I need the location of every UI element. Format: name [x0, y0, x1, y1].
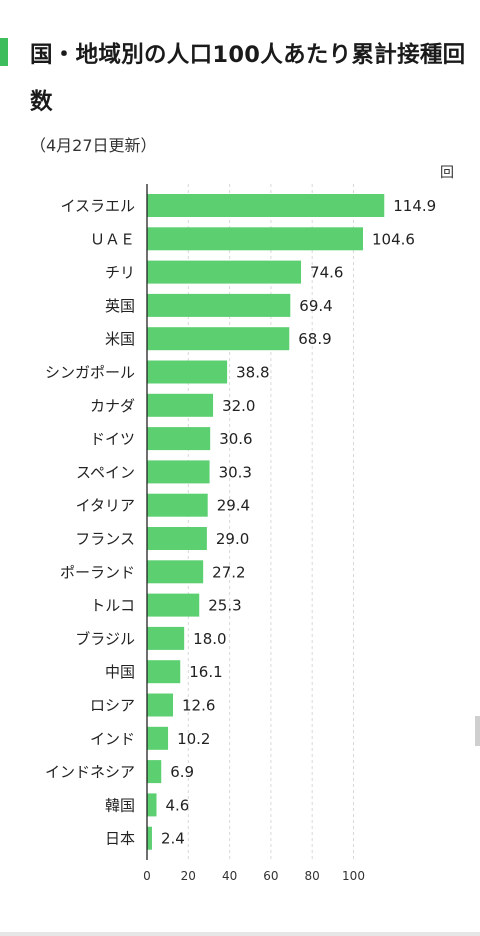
value-label: 10.2 [177, 730, 210, 748]
category-label: インド [90, 730, 135, 748]
category-label: チリ [105, 264, 135, 282]
bar [147, 227, 363, 251]
value-label: 30.6 [219, 430, 252, 448]
bar [147, 527, 207, 550]
value-label: 2.4 [161, 830, 185, 848]
bar [147, 760, 162, 784]
value-label: 25.3 [208, 597, 241, 615]
bar [147, 293, 291, 317]
bar [147, 693, 174, 717]
x-tick-label: 20 [181, 869, 196, 883]
value-label: 29.4 [217, 497, 250, 515]
category-label: イタリア [76, 497, 135, 515]
chart-title: 国・地域別の人口100人あたり累計接種回数 [30, 42, 466, 115]
category-label: 韓国 [105, 796, 135, 814]
bar [147, 327, 290, 351]
bar [147, 593, 200, 617]
value-label: 32.0 [222, 397, 255, 415]
value-label: 68.9 [298, 330, 331, 348]
value-label: 74.6 [310, 264, 343, 282]
bar [147, 793, 157, 817]
value-label: 104.6 [372, 230, 415, 248]
bar-chart: イスラエル 114.9 ＵＡＥ 104.6 チリ 74.6 英国 69.4 米国 68.9 シンガポ… [45, 184, 436, 883]
update-date: （4月27日更新） [30, 136, 157, 155]
category-label: トルコ [90, 597, 135, 615]
x-tick-label: 60 [263, 869, 278, 883]
category-label: ＵＡＥ [90, 230, 135, 248]
value-label: 114.9 [393, 197, 436, 215]
category-label: インドネシア [45, 763, 135, 781]
value-label: 12.6 [182, 697, 215, 715]
category-label: 英国 [105, 297, 135, 315]
bar [147, 726, 169, 750]
x-tick-label: 80 [305, 869, 320, 883]
bar [147, 826, 152, 850]
category-label: フランス [75, 530, 135, 548]
value-label: 4.6 [165, 796, 189, 814]
value-label: 27.2 [212, 563, 245, 581]
category-label: 日本 [105, 830, 135, 848]
category-label: スペイン [76, 463, 135, 481]
bottom-divider [0, 932, 480, 936]
title-accent-bar [0, 38, 8, 66]
value-label: 16.1 [189, 663, 222, 681]
scrollbar-handle[interactable] [475, 716, 480, 746]
category-label: カナダ [90, 397, 135, 415]
value-label: 18.0 [193, 630, 226, 648]
x-tick-label: 40 [222, 869, 237, 883]
bar [147, 493, 208, 517]
category-label: ポーランド [60, 563, 135, 581]
bar [147, 194, 385, 217]
x-tick-label: 100 [342, 869, 365, 883]
unit-label: 回 [440, 165, 454, 181]
category-label: ロシア [90, 697, 135, 715]
bar [147, 560, 204, 584]
category-label: イスラエル [60, 197, 135, 215]
category-label: シンガポール [45, 364, 135, 382]
x-tick-label: 0 [143, 869, 151, 883]
bar [147, 393, 214, 417]
value-label: 6.9 [170, 763, 194, 781]
bar [147, 360, 228, 384]
value-label: 30.3 [219, 463, 252, 481]
category-label: ブラジル [75, 630, 135, 648]
bar [147, 660, 181, 684]
bar [147, 626, 185, 650]
bar [147, 427, 211, 451]
value-label: 69.4 [299, 297, 332, 315]
category-label: 中国 [105, 663, 135, 681]
bar [147, 260, 302, 284]
category-label: 米国 [105, 330, 135, 348]
value-label: 38.8 [236, 364, 269, 382]
category-label: ドイツ [90, 430, 135, 448]
bar [147, 460, 210, 484]
value-label: 29.0 [216, 530, 249, 548]
